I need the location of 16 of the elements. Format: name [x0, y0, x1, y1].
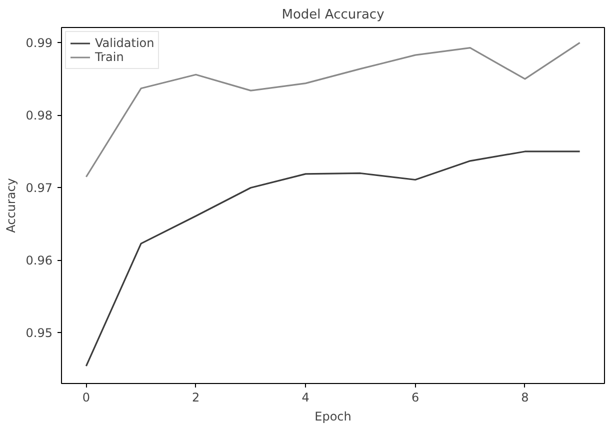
x-tick-label: 8: [521, 390, 529, 404]
line-series: [85, 150, 581, 367]
legend-label: Train: [95, 50, 124, 64]
y-tick-label: 0.98: [26, 108, 52, 123]
y-tick-label: 0.97: [26, 181, 52, 196]
y-tick-label: 0.95: [26, 326, 52, 340]
x-tick-label: 4: [302, 390, 310, 404]
chart-title: Model Accuracy: [282, 8, 385, 22]
x-tick-label: 2: [192, 390, 200, 404]
x-tick-label: 6: [411, 390, 420, 404]
y-tick-label: 0.99: [26, 36, 52, 50]
y-tick-label: 0.96: [26, 254, 52, 268]
x-tick-label: 0: [82, 390, 90, 404]
y-axis-title: Accuracy: [4, 178, 18, 233]
legend-label: Validation: [95, 36, 154, 50]
x-axis-title: Epoch: [314, 410, 352, 424]
